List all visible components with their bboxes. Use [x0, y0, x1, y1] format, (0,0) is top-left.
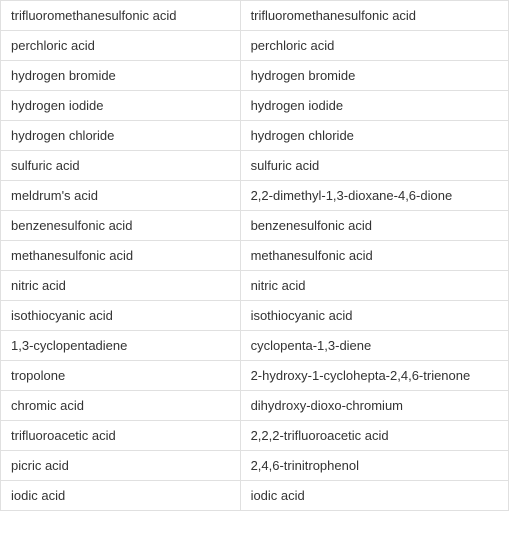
- cell-systematic-name: benzenesulfonic acid: [240, 211, 508, 241]
- table-row: sulfuric acid sulfuric acid: [1, 151, 509, 181]
- cell-common-name: iodic acid: [1, 481, 241, 511]
- table-row: hydrogen bromide hydrogen bromide: [1, 61, 509, 91]
- cell-systematic-name: hydrogen chloride: [240, 121, 508, 151]
- cell-systematic-name: cyclopenta-1,3-diene: [240, 331, 508, 361]
- cell-common-name: trifluoromethanesulfonic acid: [1, 1, 241, 31]
- table-row: tropolone 2-hydroxy-1-cyclohepta-2,4,6-t…: [1, 361, 509, 391]
- cell-common-name: hydrogen iodide: [1, 91, 241, 121]
- table-row: hydrogen chloride hydrogen chloride: [1, 121, 509, 151]
- table-body: trifluoromethanesulfonic acid trifluorom…: [1, 1, 509, 511]
- cell-common-name: meldrum's acid: [1, 181, 241, 211]
- cell-common-name: tropolone: [1, 361, 241, 391]
- cell-systematic-name: iodic acid: [240, 481, 508, 511]
- cell-systematic-name: trifluoromethanesulfonic acid: [240, 1, 508, 31]
- cell-common-name: benzenesulfonic acid: [1, 211, 241, 241]
- table-row: perchloric acid perchloric acid: [1, 31, 509, 61]
- table-row: benzenesulfonic acid benzenesulfonic aci…: [1, 211, 509, 241]
- cell-systematic-name: methanesulfonic acid: [240, 241, 508, 271]
- table-row: hydrogen iodide hydrogen iodide: [1, 91, 509, 121]
- cell-common-name: hydrogen chloride: [1, 121, 241, 151]
- cell-systematic-name: hydrogen iodide: [240, 91, 508, 121]
- cell-systematic-name: dihydroxy-dioxo-chromium: [240, 391, 508, 421]
- cell-systematic-name: 2,4,6-trinitrophenol: [240, 451, 508, 481]
- cell-common-name: isothiocyanic acid: [1, 301, 241, 331]
- cell-systematic-name: hydrogen bromide: [240, 61, 508, 91]
- cell-common-name: hydrogen bromide: [1, 61, 241, 91]
- table-row: methanesulfonic acid methanesulfonic aci…: [1, 241, 509, 271]
- cell-common-name: trifluoroacetic acid: [1, 421, 241, 451]
- cell-common-name: 1,3-cyclopentadiene: [1, 331, 241, 361]
- cell-systematic-name: sulfuric acid: [240, 151, 508, 181]
- table-row: iodic acid iodic acid: [1, 481, 509, 511]
- cell-systematic-name: 2-hydroxy-1-cyclohepta-2,4,6-trienone: [240, 361, 508, 391]
- table-row: nitric acid nitric acid: [1, 271, 509, 301]
- table-row: meldrum's acid 2,2-dimethyl-1,3-dioxane-…: [1, 181, 509, 211]
- table-row: isothiocyanic acid isothiocyanic acid: [1, 301, 509, 331]
- cell-systematic-name: perchloric acid: [240, 31, 508, 61]
- cell-systematic-name: isothiocyanic acid: [240, 301, 508, 331]
- cell-common-name: sulfuric acid: [1, 151, 241, 181]
- table-row: picric acid 2,4,6-trinitrophenol: [1, 451, 509, 481]
- cell-systematic-name: 2,2,2-trifluoroacetic acid: [240, 421, 508, 451]
- cell-common-name: chromic acid: [1, 391, 241, 421]
- cell-common-name: nitric acid: [1, 271, 241, 301]
- table-row: trifluoromethanesulfonic acid trifluorom…: [1, 1, 509, 31]
- cell-common-name: methanesulfonic acid: [1, 241, 241, 271]
- cell-systematic-name: 2,2-dimethyl-1,3-dioxane-4,6-dione: [240, 181, 508, 211]
- cell-systematic-name: nitric acid: [240, 271, 508, 301]
- table-row: 1,3-cyclopentadiene cyclopenta-1,3-diene: [1, 331, 509, 361]
- cell-common-name: perchloric acid: [1, 31, 241, 61]
- cell-common-name: picric acid: [1, 451, 241, 481]
- table-row: trifluoroacetic acid 2,2,2-trifluoroacet…: [1, 421, 509, 451]
- chemical-names-table: trifluoromethanesulfonic acid trifluorom…: [0, 0, 509, 511]
- table-row: chromic acid dihydroxy-dioxo-chromium: [1, 391, 509, 421]
